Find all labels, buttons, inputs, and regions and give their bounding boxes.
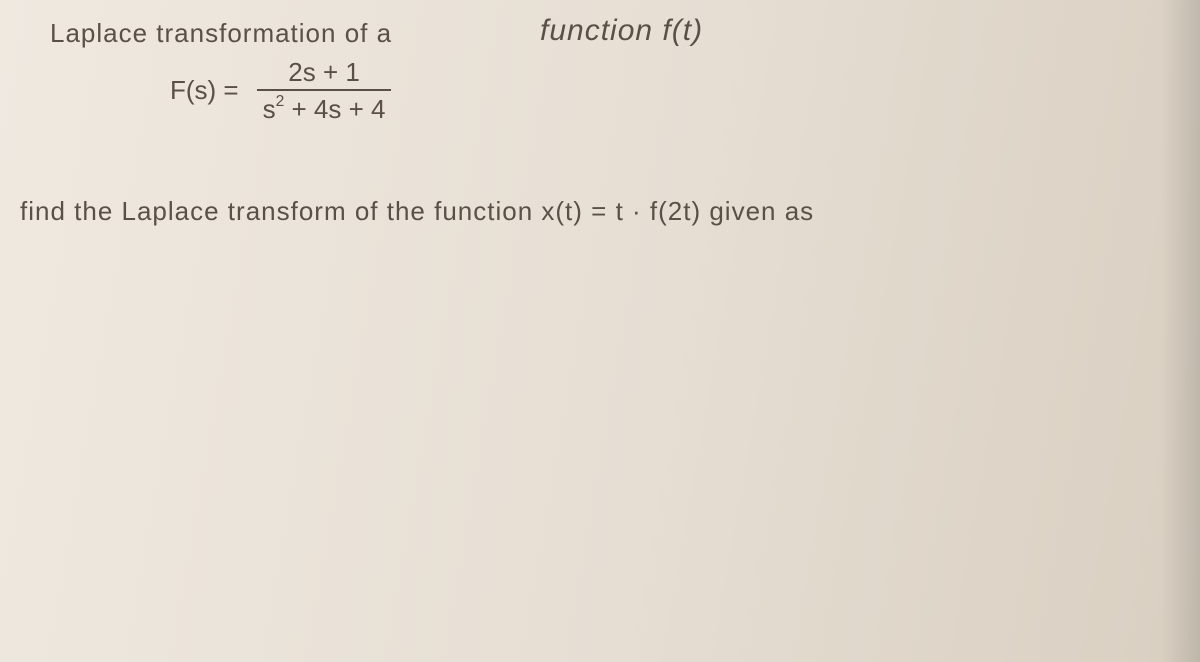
den-pre: s [263, 94, 276, 124]
line-1b: function f(t) [540, 14, 703, 48]
fraction-denominator: s2 + 4s + 4 [257, 91, 392, 124]
den-exp: 2 [276, 93, 285, 110]
text-line1b: function f(t) [540, 14, 703, 47]
fraction-numerator: 2s + 1 [276, 58, 372, 89]
fraction: 2s + 1 s2 + 4s + 4 [257, 58, 392, 123]
fs-label: F(s) = [170, 75, 239, 106]
den-post: + 4s + 4 [284, 94, 385, 124]
line-1a: Laplace transformation of a [50, 18, 392, 49]
page-shadow [1160, 0, 1200, 662]
text-line2: find the Laplace transform of the functi… [20, 196, 814, 226]
line-2: find the Laplace transform of the functi… [20, 196, 814, 227]
equation-fs: F(s) = 2s + 1 s2 + 4s + 4 [170, 58, 391, 123]
text-line1a: Laplace transformation of a [50, 18, 392, 48]
handwritten-page: Laplace transformation of a function f(t… [0, 0, 1200, 662]
